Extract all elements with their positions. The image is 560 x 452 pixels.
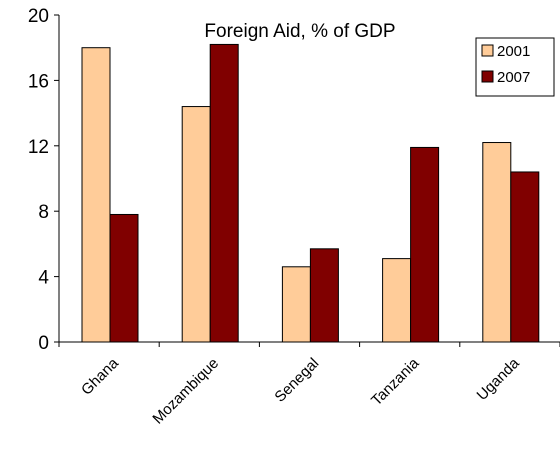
- legend: 2001 2007: [475, 37, 555, 97]
- bar-2007-senegal: [309, 248, 339, 343]
- bar-2001-uganda: [482, 142, 512, 343]
- x-tick-label: Mozambique: [149, 355, 222, 428]
- chart-title: Foreign Aid, % of GDP: [204, 21, 395, 42]
- bar-2001-senegal: [281, 266, 311, 343]
- bar-2007-ghana: [109, 213, 139, 343]
- bar-2001-ghana: [81, 47, 111, 343]
- legend-label: 2007: [497, 69, 530, 86]
- x-tick-label: Uganda: [474, 354, 524, 404]
- bar-2007-uganda: [510, 171, 540, 343]
- bar-2001-tanzania: [382, 258, 412, 343]
- bar-2001-mozambique: [181, 106, 211, 343]
- bars: [81, 43, 540, 343]
- bar-2007-mozambique: [209, 43, 239, 343]
- legend-swatch: [481, 70, 494, 83]
- y-tick-label: 12: [28, 137, 49, 158]
- y-tick-label: 4: [38, 268, 49, 289]
- y-tick-label: 8: [38, 202, 49, 223]
- x-ticks: [58, 342, 560, 347]
- legend-label: 2001: [497, 43, 530, 60]
- x-tick-label: Senegal: [271, 355, 322, 406]
- y-tick-label: 16: [28, 71, 49, 92]
- bar-2007-tanzania: [410, 146, 440, 343]
- x-tick-label: Tanzania: [368, 354, 423, 409]
- legend-swatch: [481, 44, 494, 57]
- category-labels: Ghana Mozambique Senegal Tanzania Uganda: [78, 354, 523, 427]
- x-tick-label: Ghana: [78, 354, 122, 398]
- y-tick-label: 0: [38, 333, 49, 354]
- y-tick-label: 20: [28, 6, 49, 27]
- y-ticks: 0 4 8 12 16 20: [28, 6, 59, 354]
